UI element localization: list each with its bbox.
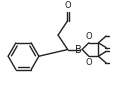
Text: O: O [64, 1, 71, 10]
Text: B: B [75, 45, 82, 55]
Text: O: O [85, 32, 92, 41]
Text: O: O [85, 58, 92, 67]
